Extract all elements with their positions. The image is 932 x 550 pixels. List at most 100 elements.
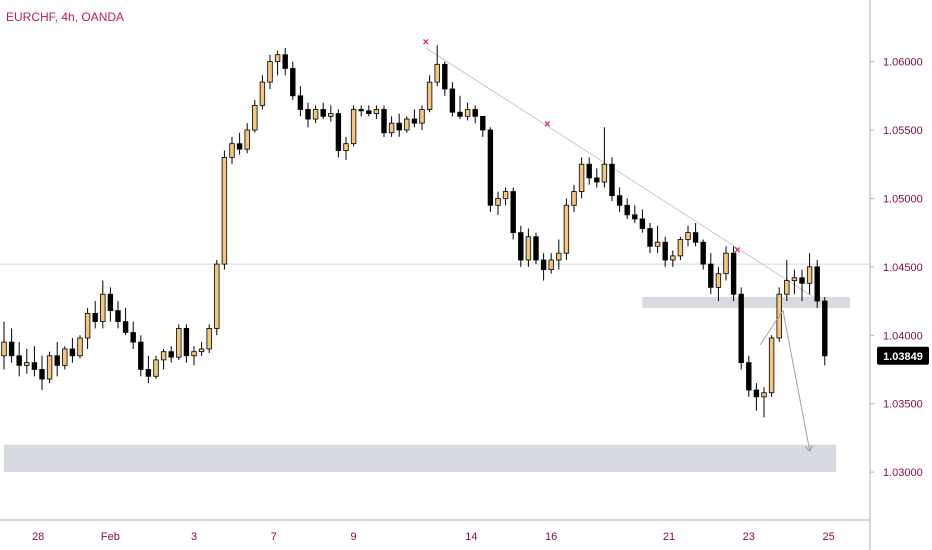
candle-7 [54,355,60,366]
candle-71 [540,259,547,270]
x-tick-label: 21 [663,531,675,543]
candle-92 [700,241,706,265]
candle-53 [404,118,410,131]
x-tick-label: Feb [101,531,120,543]
candle-78 [594,177,600,183]
candle-74 [563,204,570,254]
candle-26 [198,348,205,353]
candle-86 [654,241,661,247]
candle-34 [259,81,266,106]
x-tick-label: 23 [743,531,755,543]
y-tick-label: 1.04000 [883,330,923,342]
candle-28 [214,263,220,329]
candle-29 [221,156,228,265]
candle-42 [320,109,326,117]
candle-95 [723,252,729,275]
candle-48 [366,110,372,114]
x-tick-label: 14 [465,531,477,543]
candle-12 [92,312,98,322]
candle-30 [229,143,235,158]
candle-3 [24,362,30,366]
candle-11 [84,312,91,339]
candle-99 [753,389,760,398]
y-tick-label: 1.06000 [883,57,923,69]
candle-37 [282,54,288,69]
candle-24 [183,328,190,357]
x-tick-label: 9 [351,531,357,543]
candle-85 [647,228,653,247]
candle-79 [601,163,608,183]
candle-52 [396,122,402,131]
candle-93 [708,263,714,288]
candle-44 [335,113,342,151]
candle-65 [495,198,501,206]
current-price-tag [877,346,929,365]
candle-58 [442,63,448,90]
candle-70 [533,236,539,261]
candle-51 [388,122,395,134]
candle-87 [662,241,668,261]
candle-22 [168,351,174,358]
candle-14 [107,293,114,312]
candle-39 [297,95,304,110]
candle-41 [312,109,319,120]
candle-36 [274,54,281,62]
candle-89 [677,239,684,257]
candle-81 [616,195,623,206]
candle-105 [799,277,805,284]
candle-45 [343,143,349,151]
candle-23 [176,328,182,358]
candle-6 [46,355,53,380]
candle-55 [419,109,425,124]
candle-56 [426,81,433,110]
projection-arrow [759,309,809,451]
candle-8 [62,348,68,366]
candle-25 [191,351,197,357]
candle-57 [434,63,440,83]
x-tick-label: 25 [822,531,834,543]
candle-94 [715,273,722,288]
candle-67 [510,191,516,234]
candle-98 [746,362,752,391]
candle-54 [411,118,418,124]
candle-1 [8,341,15,357]
y-tick-label: 1.05500 [883,125,923,137]
candle-82 [624,204,630,216]
swing-high-marker: × [544,119,550,131]
candle-80 [609,163,615,197]
candle-75 [571,191,577,206]
candle-31 [236,143,243,150]
candle-16 [122,321,129,333]
candle-43 [328,113,334,117]
candle-73 [556,252,562,261]
swing-high-marker: × [423,36,429,48]
candle-68 [518,232,524,261]
candle-103 [784,280,790,295]
candle-91 [692,232,699,243]
candle-9 [69,348,76,357]
candle-96 [730,252,737,295]
chart-title: EURCHF, 4h, OANDA [6,10,125,24]
candle-13 [100,293,106,322]
candle-66 [502,191,509,199]
candle-97 [738,293,744,364]
candle-47 [358,109,364,112]
candle-106 [806,266,813,284]
candle-33 [252,104,258,131]
candle-0 [1,341,7,357]
candle-59 [449,88,456,113]
candle-76 [578,163,585,192]
y-tick-label: 1.04500 [883,262,923,274]
candle-4 [31,362,38,370]
candle-38 [290,68,296,97]
candle-69 [525,236,532,261]
candle-88 [670,255,676,261]
support-zone-0 [4,444,837,473]
candle-35 [267,61,273,83]
candle-17 [130,332,136,343]
swing-high-marker: × [734,244,740,256]
candle-5 [39,369,45,380]
y-tick-label: 1.03000 [883,467,923,479]
